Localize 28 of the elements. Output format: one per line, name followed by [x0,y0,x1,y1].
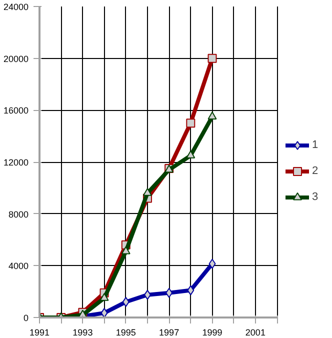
legend-label: 1 [312,139,320,151]
y-tick-label: 20000 [3,54,29,64]
y-tick-label: 4000 [8,261,29,272]
point [166,288,173,298]
y-tick-label: 0 [23,313,29,323]
point [187,285,194,296]
x-tick-label: 2001 [245,328,266,338]
y-tick-label: 16000 [3,106,29,116]
x-tick-label: 1991 [29,328,50,338]
x-tick-label: 1999 [202,328,222,338]
x-tick-label: 1993 [72,328,93,338]
point [121,246,130,254]
x-tick-label: 1995 [116,328,136,338]
point [144,290,151,300]
y-tick-label: 24000 [3,2,29,12]
point [100,292,109,301]
point [186,118,196,128]
y-tick-label: 8000 [8,209,29,220]
y-tick-label: 12000 [3,158,29,168]
point [142,188,152,196]
point [100,308,108,318]
point [208,258,216,269]
point [208,54,217,63]
point [208,112,217,120]
x-tick-label: 1997 [159,328,180,338]
point [122,296,130,307]
legend-label: 3 [312,191,320,203]
legend-label: 2 [312,165,320,177]
